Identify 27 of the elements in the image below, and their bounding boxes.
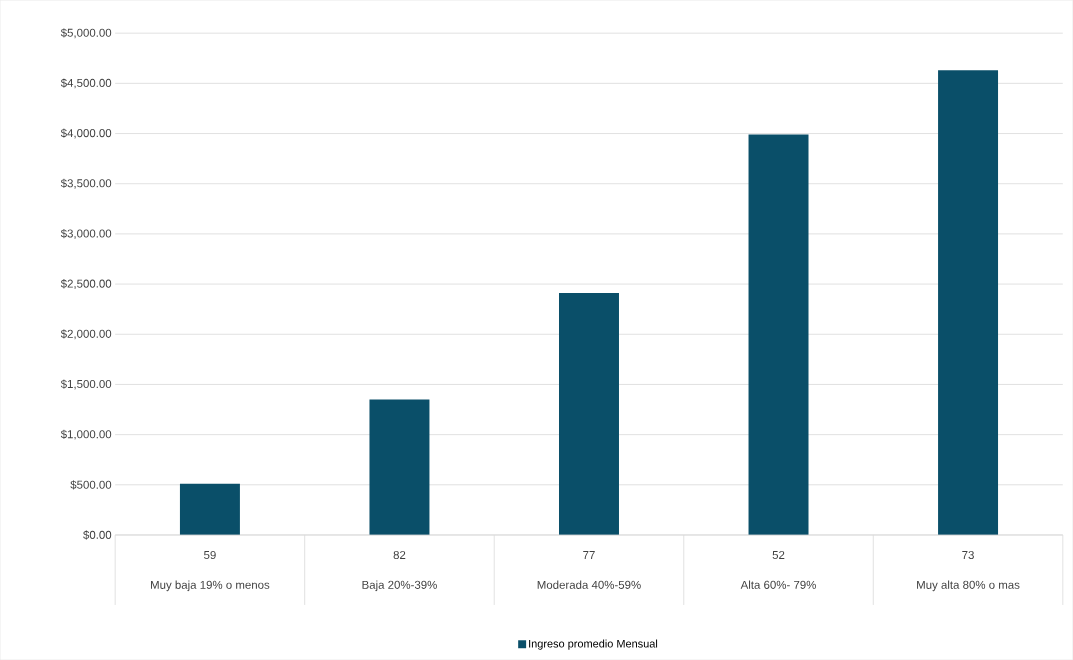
text: 82 <box>393 550 406 559</box>
y-tick-label: $500.00 <box>70 480 112 490</box>
y-tick-label: $1,500.00 <box>60 379 112 390</box>
y-tick-label: $4,500.00 <box>60 78 112 89</box>
x-tick-label: Muy alta 80% o mas <box>917 580 1020 592</box>
x-tick-label: Moderada 40%-59% <box>537 580 641 589</box>
bar <box>559 293 619 535</box>
y-tick-label: $0.00 <box>83 530 112 540</box>
bar <box>938 70 999 535</box>
text: 73 <box>962 550 974 559</box>
y-tick-label: $3,500.00 <box>60 178 112 189</box>
bar <box>369 399 430 535</box>
y-tick-label: $1,000.00 <box>60 429 112 440</box>
text: 77 <box>583 550 595 559</box>
bar <box>748 134 809 535</box>
y-tick-label: $4,000.00 <box>60 128 112 139</box>
x-tick-label: Alta 60%- 79% <box>740 580 816 589</box>
y-tick-label: $5,000.00 <box>60 28 112 39</box>
legend-label: Ingreso promedio Mensual <box>529 639 658 650</box>
y-tick-label: $3,000.00 <box>60 228 112 239</box>
x-tick-label: Baja 20%-39% <box>362 580 437 592</box>
text: 59 <box>204 550 216 559</box>
y-tick-label: $2,000.00 <box>60 329 112 340</box>
text: 52 <box>772 550 785 559</box>
x-tick-label: Muy baja 19% o menos <box>151 580 270 592</box>
y-tick-label: $2,500.00 <box>60 279 112 289</box>
bar <box>179 483 240 535</box>
